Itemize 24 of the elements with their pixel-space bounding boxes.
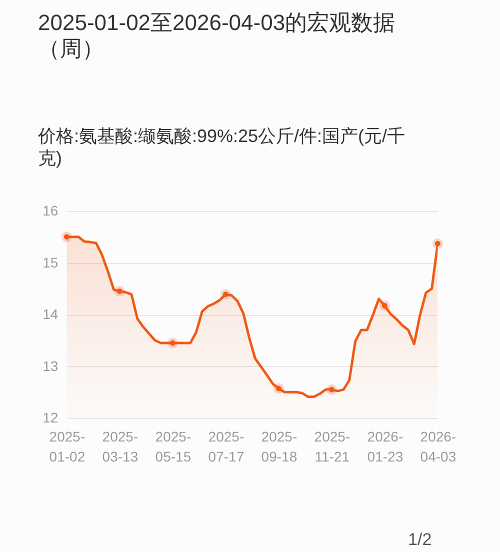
x-tick-label: 2025-03-13 xyxy=(102,428,138,464)
x-tick-label: 2025-11-21 xyxy=(314,428,350,464)
point xyxy=(61,232,72,242)
y-tick-label: 14 xyxy=(42,306,58,322)
point xyxy=(220,289,231,300)
text: 1/2 xyxy=(408,530,432,549)
x-tick-label: 2026-04-03 xyxy=(420,428,456,464)
point xyxy=(326,384,337,395)
chart-title: 2025-01-02至2026-04-03的宏观数据（周） xyxy=(38,10,396,61)
x-tick-label: 2026-01-23 xyxy=(367,428,404,464)
point xyxy=(114,286,125,296)
x-tick-label: 2025-05-15 xyxy=(155,428,192,464)
x-tick-label: 2025-09-18 xyxy=(261,428,298,464)
y-tick-label: 16 xyxy=(42,202,58,218)
point xyxy=(167,338,178,348)
y-tick-label: 15 xyxy=(42,254,58,270)
point xyxy=(432,238,443,249)
chart-subtitle: 价格:氨基酸:缬氨酸:99%:25公斤/件:国产(元/千克) xyxy=(37,126,406,168)
x-tick-label: 2025-07-17 xyxy=(208,428,244,464)
y-tick-label: 13 xyxy=(42,358,58,374)
x-tick-label: 2025-01-02 xyxy=(49,428,86,464)
point xyxy=(379,300,390,311)
y-tick-label: 12 xyxy=(42,410,58,426)
point xyxy=(273,383,284,394)
